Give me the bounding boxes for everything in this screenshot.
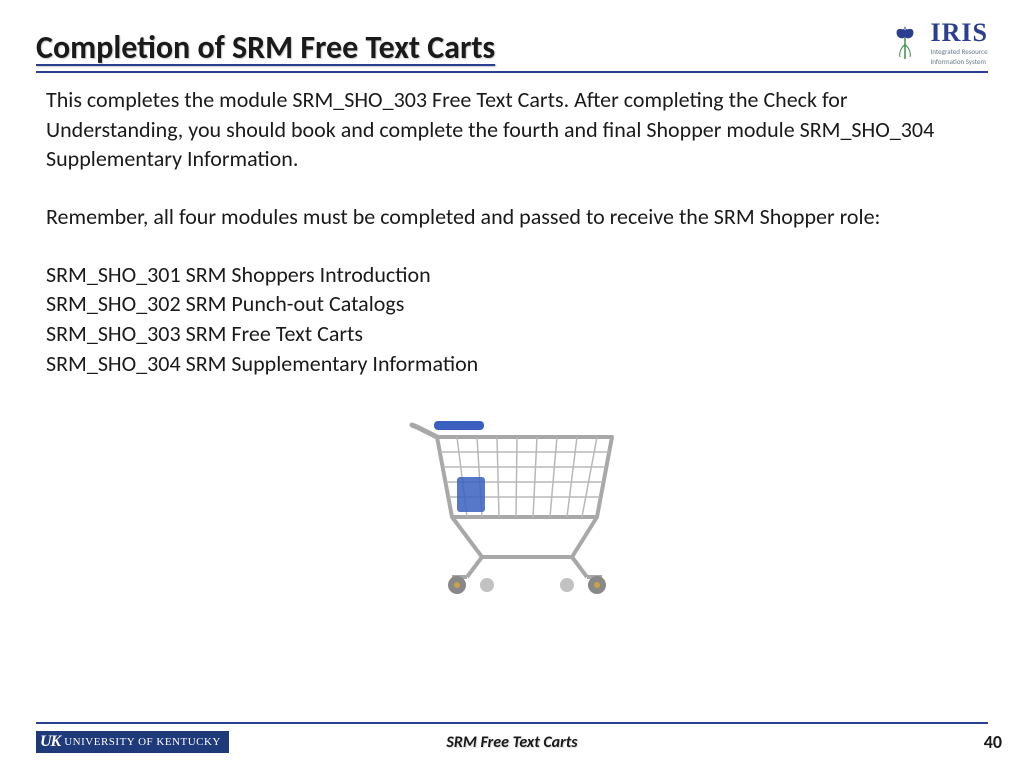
- iris-flower-icon: [885, 23, 925, 63]
- iris-logo-text: IRIS: [931, 20, 988, 46]
- paragraph-1: This completes the module SRM_SHO_303 Fr…: [46, 85, 978, 174]
- slide-footer: UK UNIVERSITY OF KENTUCKY SRM Free Text …: [0, 722, 1024, 754]
- page-number: 40: [984, 731, 1002, 753]
- iris-logo: IRIS Integrated Resource Information Sys…: [885, 20, 988, 65]
- iris-logo-sub2: Information System: [931, 58, 988, 66]
- shopping-cart-icon: [382, 407, 642, 607]
- module-item: SRM_SHO_302 SRM Punch-out Catalogs: [46, 289, 978, 319]
- slide-body: This completes the module SRM_SHO_303 Fr…: [0, 73, 1024, 614]
- module-item: SRM_SHO_304 SRM Supplementary Informatio…: [46, 349, 978, 379]
- paragraph-2: Remember, all four modules must be compl…: [46, 202, 978, 232]
- iris-logo-sub1: Integrated Resource: [931, 48, 988, 56]
- uk-mark: UK: [40, 733, 60, 751]
- footer-rule: [36, 722, 988, 724]
- page-title: Completion of SRM Free Text Carts: [36, 28, 495, 71]
- module-list: SRM_SHO_301 SRM Shoppers Introduction SR…: [46, 260, 978, 379]
- module-item: SRM_SHO_301 SRM Shoppers Introduction: [46, 260, 978, 290]
- uk-logo: UK UNIVERSITY OF KENTUCKY: [36, 731, 229, 753]
- footer-title: SRM Free Text Carts: [446, 733, 577, 752]
- uk-text: UNIVERSITY OF KENTUCKY: [64, 736, 221, 748]
- module-item: SRM_SHO_303 SRM Free Text Carts: [46, 319, 978, 349]
